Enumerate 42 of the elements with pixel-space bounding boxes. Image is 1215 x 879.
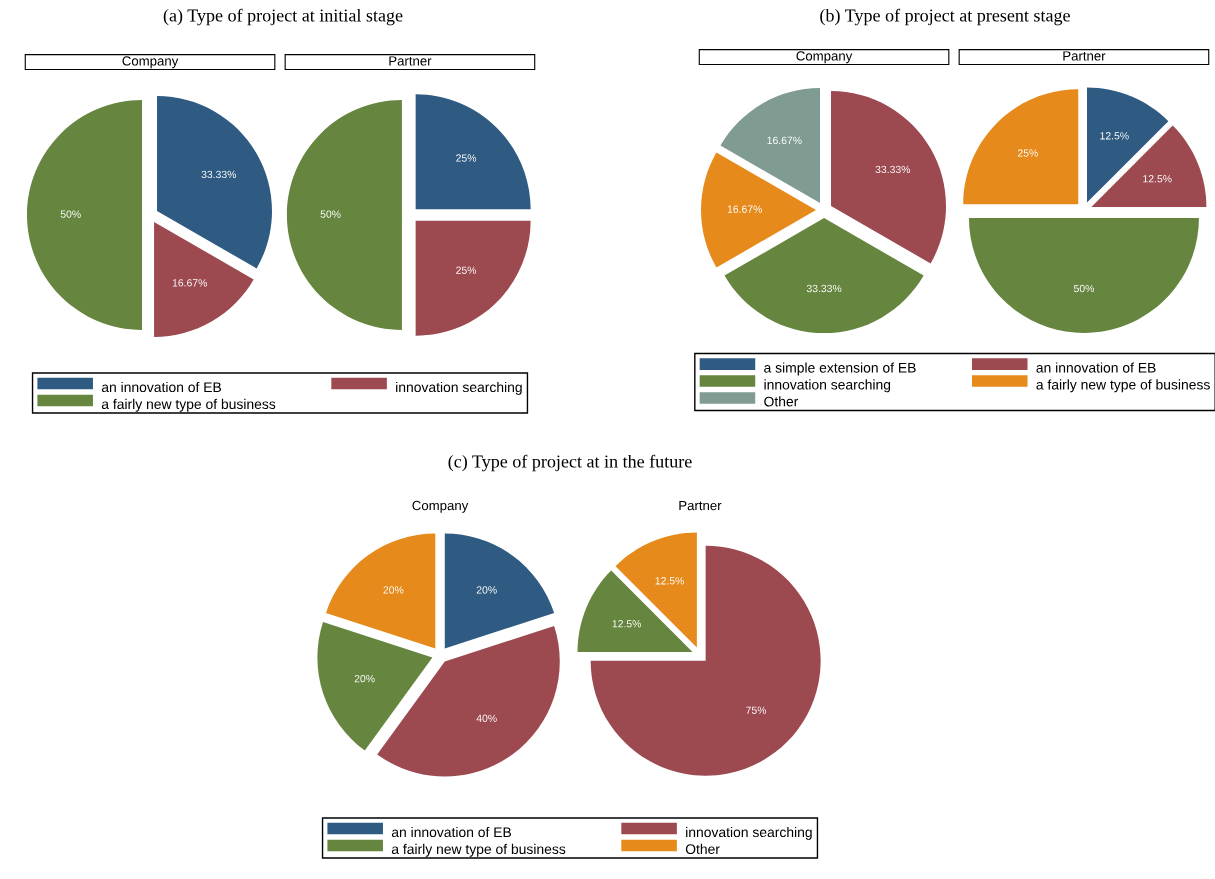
slice-label: Company (412, 500, 469, 513)
data-label: 33.33% (201, 170, 237, 179)
legend-label: Other (764, 396, 799, 407)
data-label: 50% (60, 210, 81, 218)
legend-label: a fairly new type of business (101, 398, 276, 412)
data-label: 12.5% (1100, 132, 1129, 140)
legend-label: a fairly new type of business (1036, 379, 1210, 393)
slice-label: Company (122, 56, 179, 69)
chart-title: (b) Type of project at present stage (820, 8, 1070, 26)
legend-label: innovation searching (686, 826, 812, 840)
data-label: 12.5% (1143, 175, 1172, 183)
data-label: 12.5% (655, 577, 684, 585)
data-label: 20% (383, 586, 404, 594)
data-label: 16.67% (172, 279, 208, 287)
data-label: 33.33% (806, 284, 842, 293)
legend-label: an innovation of EB (1036, 362, 1156, 373)
slice-label: Partner (389, 56, 432, 66)
legend-label: an innovation of EB (391, 826, 512, 838)
legend-label: innovation searching (764, 379, 891, 393)
data-label: 25% (456, 154, 477, 162)
data-label: 40% (476, 714, 497, 722)
data-label: 16.67% (727, 205, 762, 213)
data-label: 16.67% (767, 136, 802, 145)
legend-label: innovation searching (396, 381, 522, 395)
legend-label: Other (685, 843, 720, 855)
legend-label: a simple extension of EB (764, 362, 916, 376)
data-label: 25% (1017, 149, 1038, 157)
data-label: 75% (746, 706, 767, 714)
chart-title: (c) Type of project at in the future (448, 454, 692, 472)
legend-label: a fairly new type of business (391, 843, 566, 857)
chart-title: (a) Type of project at initial stage (163, 8, 403, 26)
data-label: 25% (456, 266, 477, 274)
data-label: 50% (1073, 284, 1094, 293)
data-label: 12.5% (612, 620, 642, 628)
data-label: 20% (354, 674, 375, 683)
data-label: 50% (320, 210, 341, 218)
legend-label: an innovation of EB (101, 381, 222, 393)
data-label: 20% (476, 586, 497, 594)
data-label: 33.33% (875, 165, 911, 174)
slice-label: Partner (1063, 51, 1106, 61)
slice-label: Partner (679, 500, 722, 511)
slice-label: Company (796, 51, 853, 64)
